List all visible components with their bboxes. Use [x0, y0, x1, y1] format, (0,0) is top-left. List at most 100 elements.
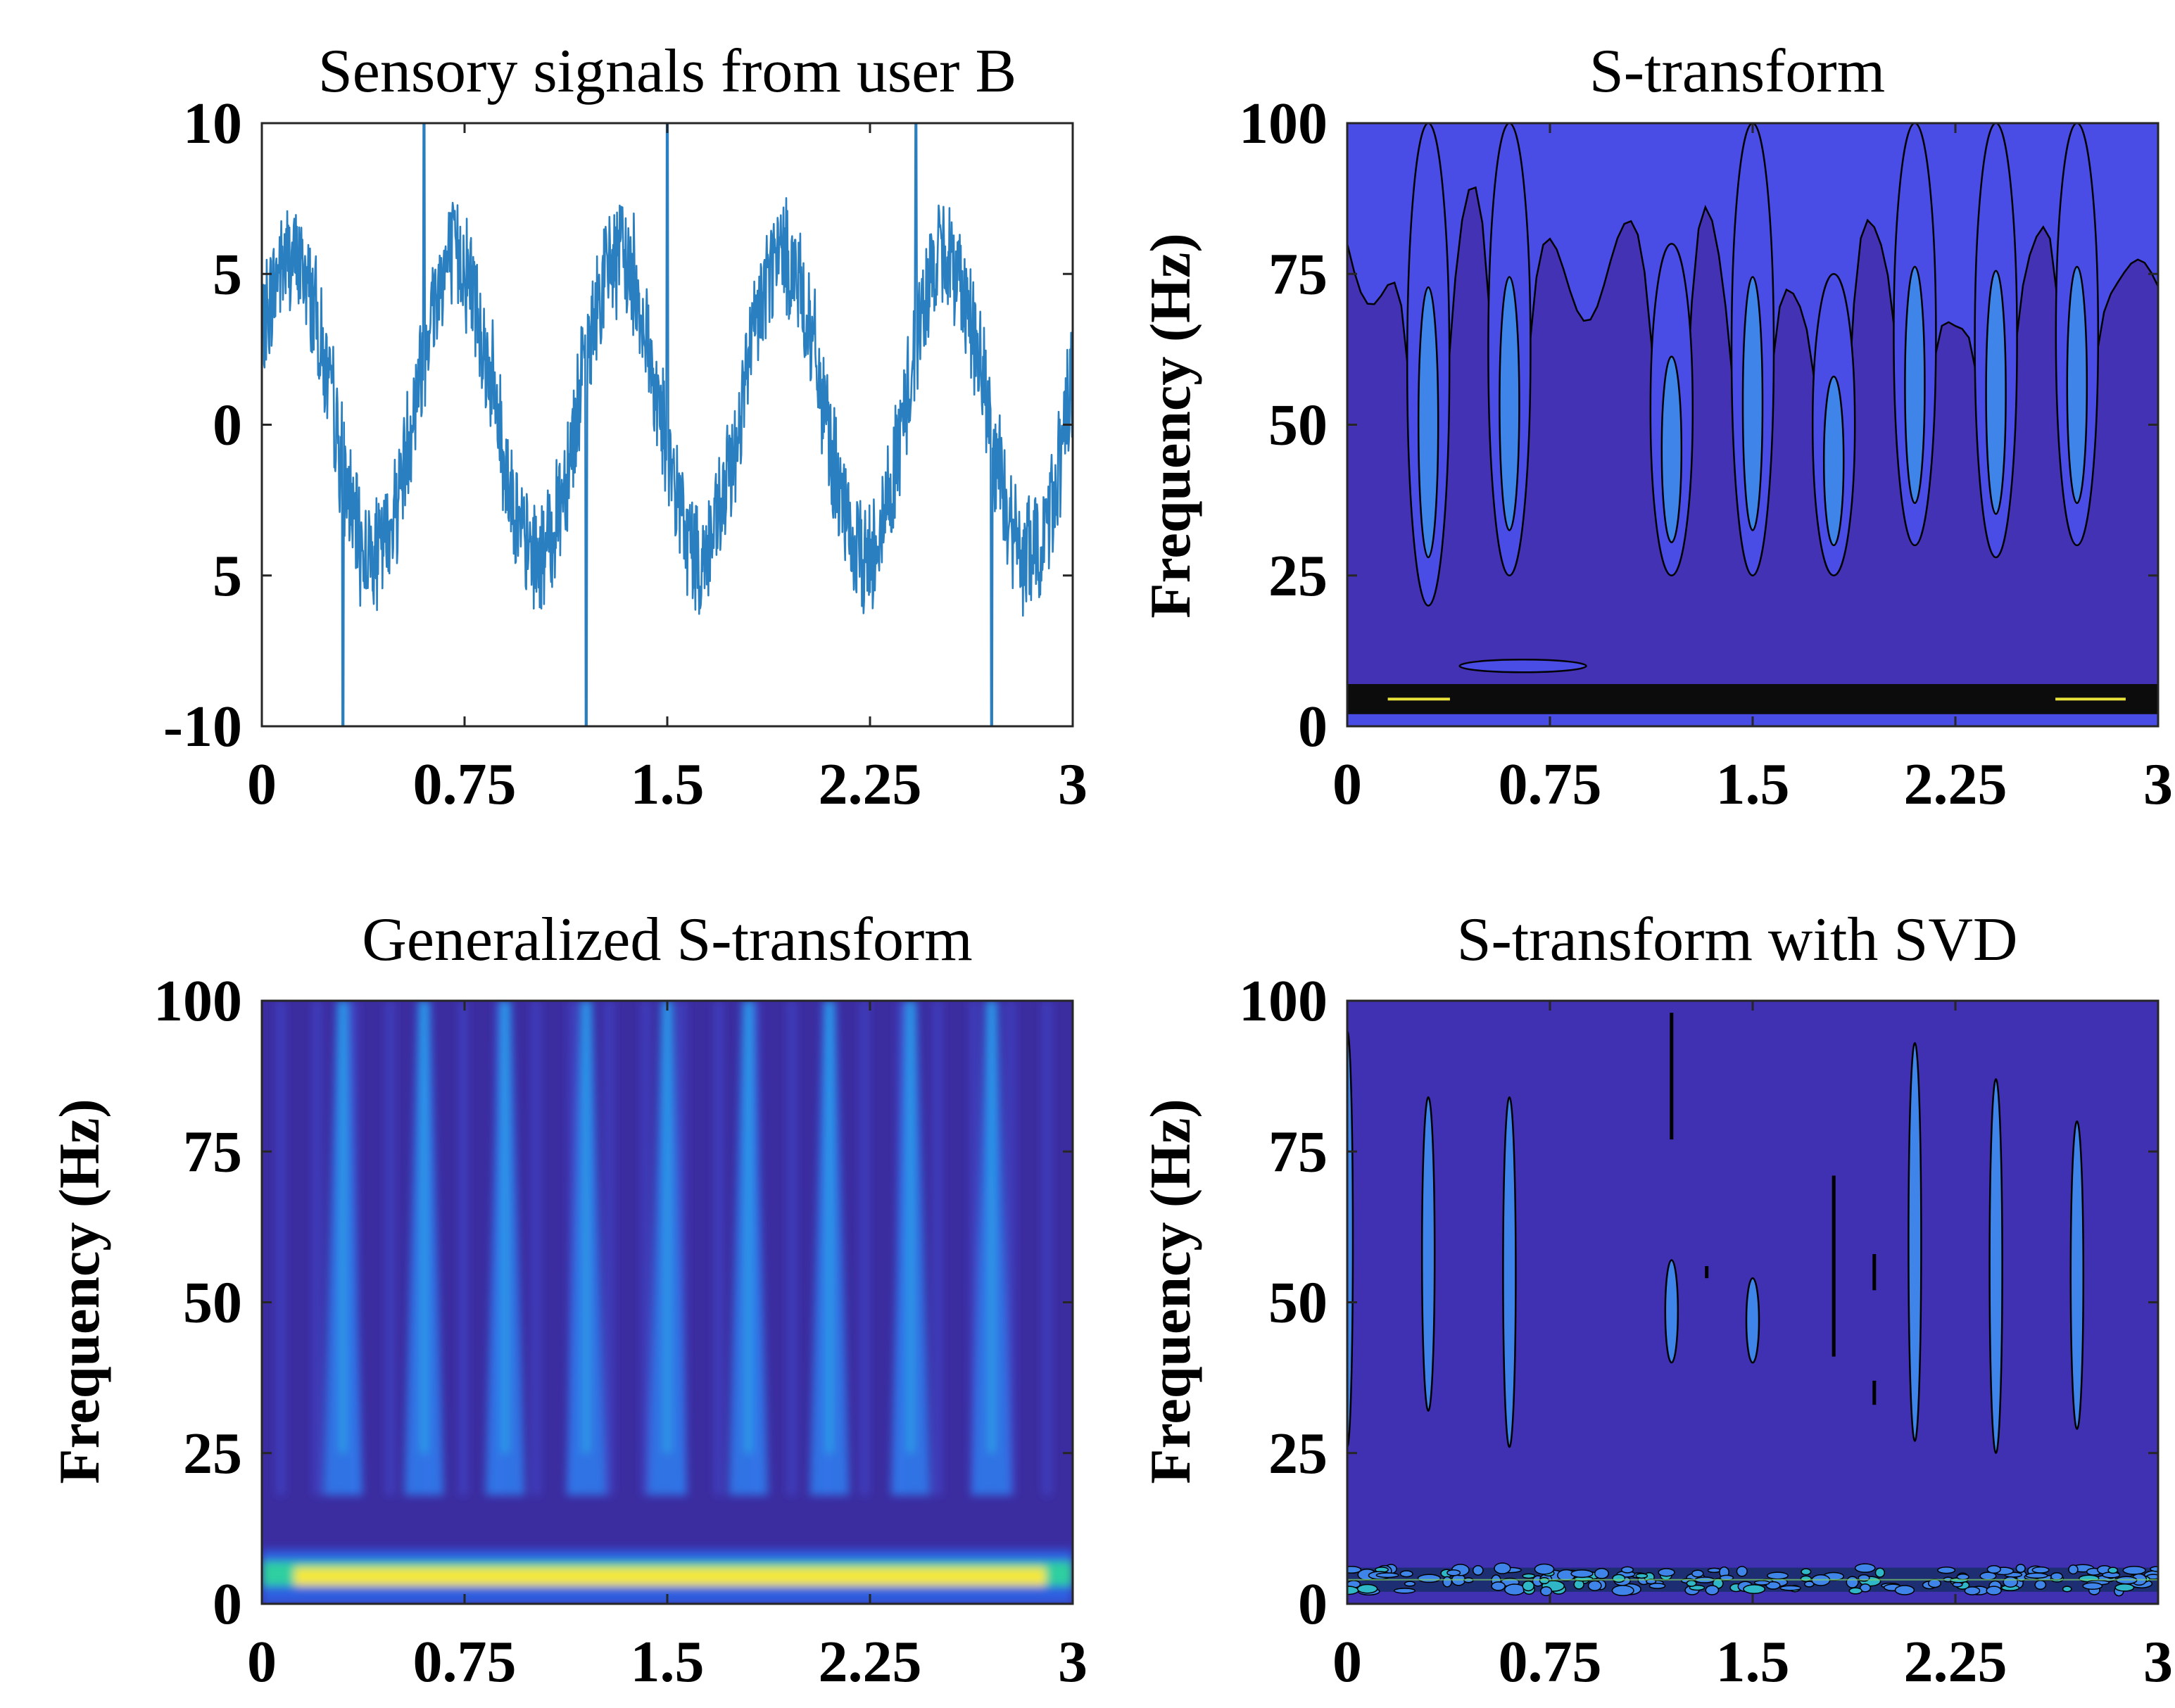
y-tick-label: 5: [213, 543, 242, 609]
band-speck: [2031, 1566, 2050, 1574]
y-tick-label: 50: [1268, 393, 1328, 458]
generalized-s-transform-panel: Generalized S-transform 0 0.75 1.5 2.25 3 100…: [47, 906, 1088, 1695]
band-speck: [1356, 1583, 1378, 1594]
streak-core: [745, 1001, 752, 1453]
panel-title: S-transform with SVD: [1457, 906, 2018, 974]
y-tick-label: 25: [1268, 543, 1328, 609]
y-tick-label: 0: [213, 1571, 242, 1637]
band-speck: [1767, 1571, 1789, 1580]
x-tick-label: 3: [2143, 1629, 2173, 1695]
panel-title: Sensory signals from user B: [318, 37, 1016, 106]
band-speck: [1417, 1574, 1442, 1583]
band-speck: [1539, 1576, 1550, 1585]
contour-core: [1417, 286, 1439, 559]
band-speck: [1859, 1583, 1871, 1593]
y-tick-label: 0: [1298, 1571, 1328, 1637]
band-speck: [1446, 1569, 1461, 1576]
band-speck: [2003, 1576, 2019, 1588]
band-speck: [2122, 1565, 2146, 1575]
band-speck: [2034, 1580, 2047, 1590]
band-speck: [1956, 1573, 1969, 1581]
contour-core: [1904, 265, 1926, 505]
x-tick-label: 0.75: [1499, 1629, 1602, 1695]
band-speck: [1648, 1583, 1666, 1589]
contour-ellipse: [1745, 1277, 1760, 1364]
s-transform-panel: S-transform 0 0.75 1.5 2.25 3 100 75 50 25 0 Freq…: [1138, 37, 2173, 817]
y-axis-label: Frequency (Hz): [47, 1099, 111, 1484]
x-tick-label: 3: [2143, 752, 2173, 817]
faint-streak: [641, 1001, 650, 1495]
band-speck: [1927, 1579, 1941, 1588]
y-tick-label: 75: [183, 1119, 242, 1184]
x-tick-label: 0.75: [1499, 752, 1602, 817]
band-speck: [1705, 1585, 1720, 1595]
y-tick-label: -10: [163, 694, 242, 759]
band-speck: [1587, 1580, 1602, 1591]
s-transform-svd-panel: S-transform with SVD 0 0.75 1.5 2.25 3 100 75 5…: [1138, 906, 2173, 1695]
band-speck: [2062, 1586, 2072, 1593]
x-tick-label: 0: [1332, 752, 1362, 817]
band-speck: [1686, 1579, 1697, 1587]
contour-ellipse: [1908, 1042, 1922, 1442]
faint-streak: [933, 1001, 942, 1495]
x-tick-label: 0: [247, 1629, 277, 1695]
band-speck: [1894, 1585, 1915, 1595]
y-tick-label: 75: [1268, 241, 1328, 307]
band-speck: [2082, 1582, 2103, 1590]
faint-streak: [605, 1001, 614, 1495]
x-tick-label: 3: [1058, 752, 1088, 817]
faint-streak: [1006, 1001, 1015, 1495]
signal-line: [262, 123, 1073, 726]
x-tick-label: 1.5: [1716, 752, 1790, 817]
y-tick-label: 100: [1239, 91, 1328, 156]
panel-title: S-transform: [1589, 37, 1885, 106]
x-tick-label: 2.25: [819, 1629, 922, 1695]
streak-core: [826, 1001, 833, 1453]
band-speck: [2025, 1572, 2048, 1579]
faint-streak: [787, 1001, 796, 1495]
band-speck: [1779, 1585, 1801, 1591]
streak-core: [421, 1001, 427, 1453]
band-speck: [1753, 1580, 1770, 1586]
band-speck: [1522, 1580, 1534, 1592]
faint-streak: [531, 1001, 541, 1495]
band-speck: [1874, 1567, 1885, 1578]
band-speck: [1494, 1562, 1511, 1574]
band-speck: [1801, 1568, 1812, 1576]
x-tick-label: 1.5: [631, 752, 705, 817]
band-speck: [1846, 1576, 1859, 1588]
band-speck: [1534, 1563, 1555, 1575]
x-tick-label: 0: [1332, 1629, 1362, 1695]
x-tick-label: 1.5: [631, 1629, 705, 1695]
panel-title: Generalized S-transform: [362, 906, 972, 974]
y-tick-label: 100: [153, 968, 242, 1034]
contour-ellipse: [1420, 1096, 1436, 1412]
signal-panel: Sensory signals from user B 0 0.75 1.5 2.25…: [163, 37, 1088, 817]
contour-ellipse: [2069, 1120, 2085, 1430]
band-speck: [2114, 1583, 2135, 1592]
band-speck: [1691, 1569, 1704, 1578]
band-speck: [1612, 1574, 1626, 1583]
band-speck: [2107, 1567, 2119, 1574]
contour-core: [2066, 265, 2088, 505]
band-speck: [1964, 1586, 1981, 1595]
band-speck: [1594, 1568, 1609, 1579]
band-speck: [1570, 1569, 1594, 1579]
band-speck: [1393, 1588, 1416, 1594]
band-speck: [1442, 1576, 1452, 1588]
x-tick-label: 3: [1058, 1629, 1088, 1695]
band-speck: [1986, 1586, 2002, 1595]
streak-core: [664, 1001, 670, 1453]
x-tick-label: 2.25: [819, 752, 922, 817]
band-speck: [1635, 1573, 1648, 1579]
band-speck: [1620, 1566, 1634, 1574]
band-speck: [1472, 1565, 1484, 1576]
contour-core: [1499, 276, 1520, 531]
x-tick-label: 2.25: [1904, 1629, 2007, 1695]
streak-core: [583, 1001, 589, 1453]
contour-core: [1822, 375, 1845, 547]
band-speck: [1854, 1563, 1876, 1573]
faint-streak: [459, 1001, 468, 1495]
faint-streak: [860, 1001, 869, 1495]
band-speck: [1404, 1581, 1416, 1587]
